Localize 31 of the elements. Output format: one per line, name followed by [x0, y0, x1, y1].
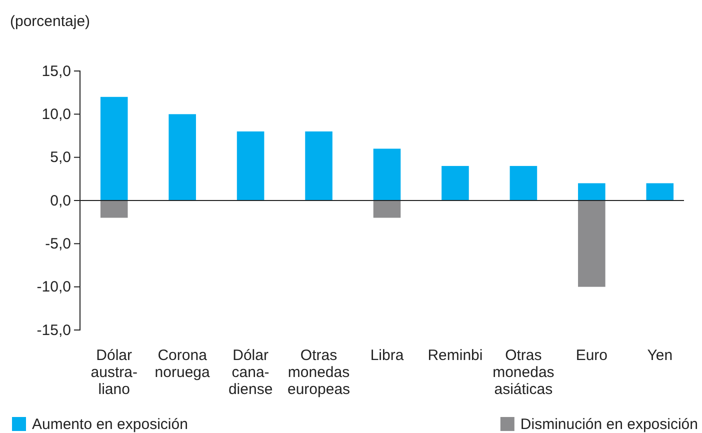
y-tick-label: 15,0	[42, 62, 71, 80]
bar	[236, 131, 264, 200]
x-tick-label: Yen	[647, 347, 673, 364]
bar	[510, 166, 538, 200]
bar	[442, 166, 469, 200]
x-tick-label: Euro	[576, 347, 608, 364]
y-tick-label: 0,0	[50, 192, 71, 210]
x-tick-label: Reminbi	[428, 347, 483, 364]
x-tick-label: Otras monedas asiáticas	[492, 347, 554, 398]
y-tick-label: -10,0	[36, 278, 71, 296]
y-tick-label: 5,0	[50, 149, 71, 166]
x-tick-label: Dólar cana- diense	[228, 347, 273, 398]
legend-label: Aumento en exposición	[32, 416, 188, 433]
y-tick-label: -5,0	[45, 235, 71, 252]
bar	[168, 114, 196, 200]
bar	[373, 200, 401, 218]
bar	[578, 183, 606, 200]
bar	[373, 148, 401, 200]
bar	[100, 200, 128, 218]
bar	[305, 131, 332, 200]
y-tick-label: 10,0	[42, 106, 71, 123]
x-tick-label: Otras monedas europeas	[287, 347, 350, 398]
bar	[100, 96, 128, 200]
bar	[646, 183, 674, 200]
x-tick-label: Corona noruega	[154, 347, 211, 381]
y-axis-title: (porcentaje)	[10, 13, 90, 30]
bar	[578, 200, 606, 287]
y-tick-label: -15,0	[36, 322, 71, 339]
x-tick-label: Libra	[370, 347, 404, 364]
legend-label: Disminución en exposición	[520, 416, 698, 433]
x-tick-label: Dólar austra- liano	[90, 347, 138, 398]
